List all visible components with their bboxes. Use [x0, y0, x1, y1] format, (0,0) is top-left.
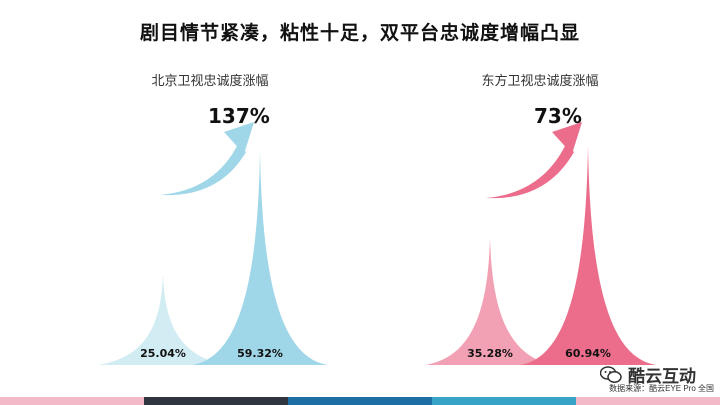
data-source: 数据来源：酷云EYE Pro 全国	[609, 384, 714, 393]
dongfang-spike-after	[520, 145, 656, 365]
beijing-increase-label: 137%	[208, 104, 270, 128]
wechat-icon	[599, 365, 622, 384]
dongfang-spike-before	[425, 237, 555, 365]
bottom-bar-segment-4	[432, 397, 576, 405]
bottom-color-bar	[0, 397, 720, 405]
bottom-bar-segment-5	[576, 397, 720, 405]
brand-logo: 酷云互动	[599, 362, 696, 387]
beijing-value-label-after: 59.32%	[237, 347, 283, 360]
dongfang-value-label-before: 35.28%	[467, 347, 513, 360]
beijing-value-label-before: 25.04%	[140, 347, 186, 360]
beijing-growth-arrow	[160, 122, 254, 196]
dongfang-increase-label: 73%	[534, 104, 582, 128]
dongfang-growth-arrow	[486, 122, 582, 199]
brand-name: 酷云互动	[628, 367, 696, 386]
page-title: 剧目情节紧凑，粘性十足，双平台忠诚度增幅凸显	[139, 23, 580, 44]
bottom-bar-segment-3	[288, 397, 432, 405]
bottom-bar-segment-2	[144, 397, 288, 405]
beijing-spike-after	[192, 150, 328, 365]
beijing-panel-title: 北京卫视忠诚度涨幅	[151, 73, 269, 88]
beijing-spike-before	[98, 274, 228, 365]
dongfang-panel-title: 东方卫视忠诚度涨幅	[481, 73, 599, 88]
dongfang-value-label-after: 60.94%	[565, 347, 611, 360]
bottom-bar-segment-1	[0, 397, 144, 405]
